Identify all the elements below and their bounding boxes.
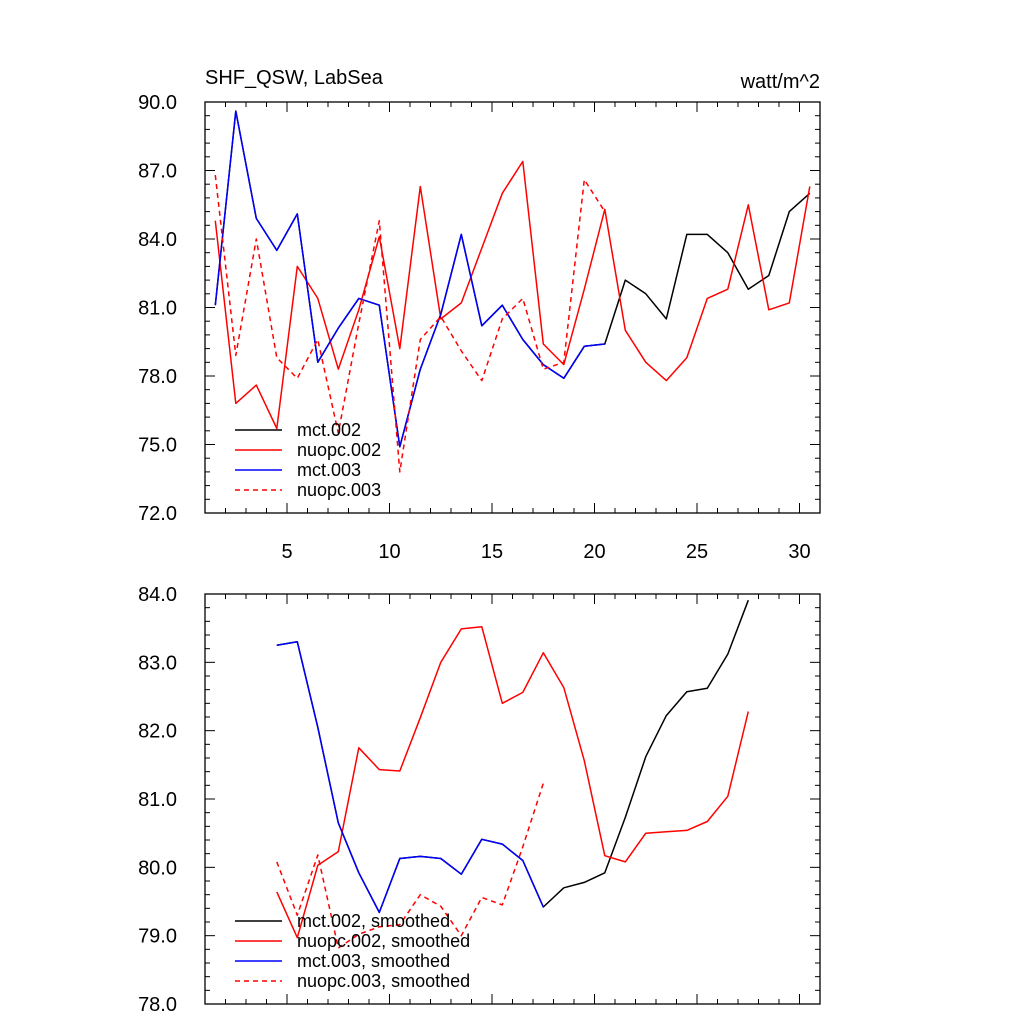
y-tick-label: 81.0 <box>138 789 177 811</box>
y-tick-label: 78.0 <box>138 994 177 1016</box>
x-tick-label: 15 <box>481 541 503 563</box>
y-tick-label: 84.0 <box>138 584 177 606</box>
series-line-4 <box>214 175 606 473</box>
legend-label: nuopc.003 <box>297 480 381 500</box>
series-line-2 <box>276 626 750 939</box>
series-line-1 <box>276 599 750 914</box>
legend-label: mct.002 <box>297 420 361 440</box>
series-line-3 <box>214 110 605 448</box>
y-tick-label: 80.0 <box>138 857 177 879</box>
series-line-4 <box>276 783 545 949</box>
y-tick-label: 90.0 <box>138 92 177 114</box>
units-label: watt/m^2 <box>740 71 820 93</box>
x-tick-label: 30 <box>788 541 810 563</box>
y-tick-label: 87.0 <box>138 161 177 183</box>
y-tick-label: 83.0 <box>138 652 177 674</box>
y-tick-label: 81.0 <box>138 298 177 320</box>
series-line-3 <box>276 641 544 914</box>
y-tick-label: 72.0 <box>138 503 177 525</box>
series-line-2 <box>214 160 811 430</box>
legend-label: nuopc.002, smoothed <box>297 931 470 951</box>
x-tick-label: 5 <box>281 541 292 563</box>
legend-label: mct.002, smoothed <box>297 911 450 931</box>
chart-title: SHF_QSW, LabSea <box>205 67 384 89</box>
x-tick-label: 25 <box>686 541 708 563</box>
legend-label: mct.003 <box>297 460 361 480</box>
legend-label: mct.003, smoothed <box>297 951 450 971</box>
chart-panel-1: 5 10 15 20 25 30 72.0 75.0 78.0 81.0 84.0 87.0 90.0 S… <box>138 67 821 563</box>
x-tick-label: 20 <box>583 541 605 563</box>
y-tick-label: 84.0 <box>138 229 177 251</box>
y-tick-label: 82.0 <box>138 721 177 743</box>
chart-panel-2: 78.0 79.0 80.0 81.0 82.0 83.0 84.0 mct.002, smo… <box>138 584 821 1016</box>
y-tick-label: 75.0 <box>138 435 177 457</box>
x-tick-label: 10 <box>378 541 400 563</box>
legend-label: nuopc.003, smoothed <box>297 971 470 991</box>
y-tick-label: 78.0 <box>138 366 177 388</box>
legend-label: nuopc.002 <box>297 440 381 460</box>
y-tick-label: 79.0 <box>138 926 177 948</box>
